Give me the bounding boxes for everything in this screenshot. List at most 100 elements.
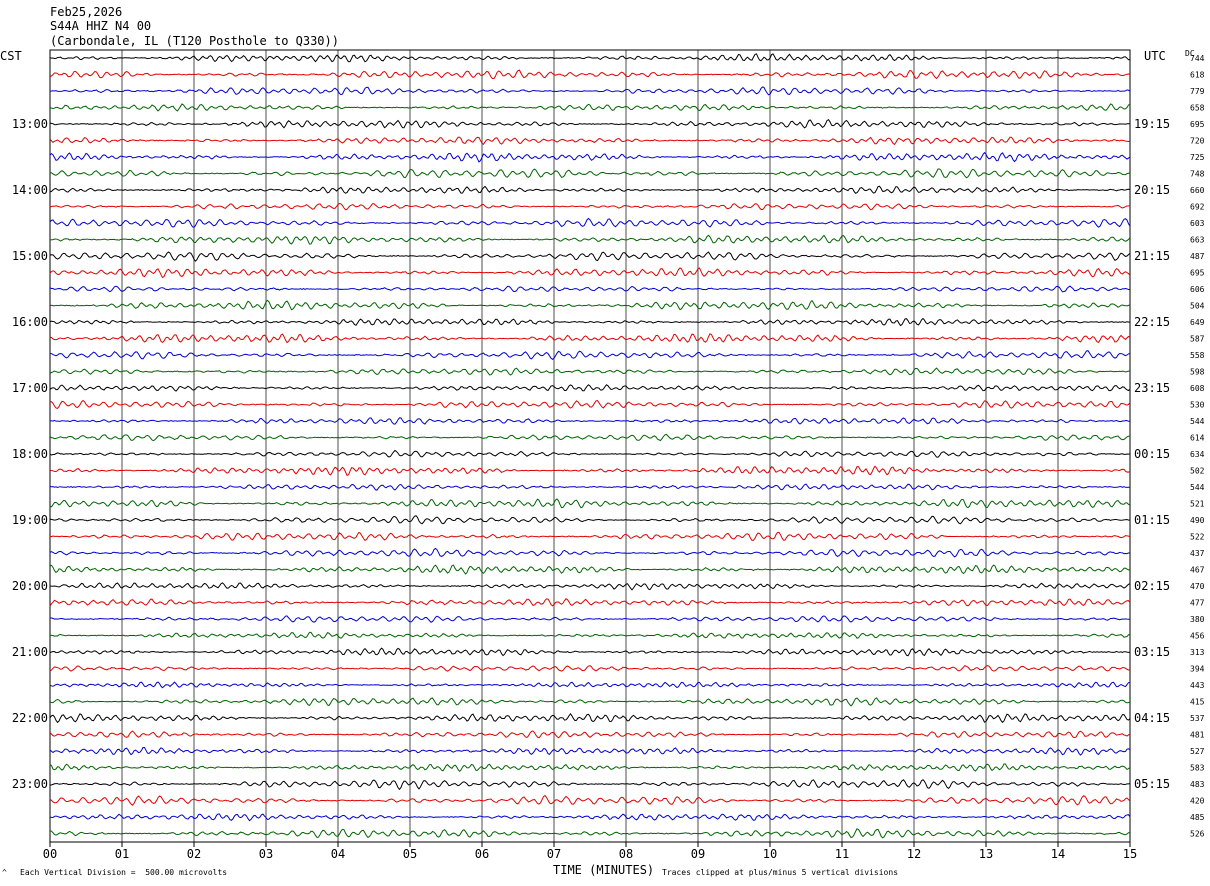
seismic-trace — [49, 582, 1131, 591]
seismic-trace — [49, 185, 1131, 194]
seismic-trace — [49, 779, 1131, 791]
dc-offset-label: 544 — [1190, 417, 1205, 426]
seismic-trace — [49, 285, 1131, 293]
right-timezone-label: UTC — [1144, 49, 1166, 63]
dc-offset-label: 490 — [1190, 516, 1205, 525]
seismic-trace — [49, 828, 1131, 839]
seismic-trace — [49, 251, 1131, 262]
left-hour-label: 19:00 — [12, 513, 48, 527]
x-axis-title: TIME (MINUTES) — [553, 863, 655, 877]
seismic-trace — [49, 631, 1131, 639]
seismic-trace — [49, 202, 1131, 211]
right-hour-label: 02:15 — [1134, 579, 1170, 593]
left-hour-label: 13:00 — [12, 117, 48, 131]
seismic-trace — [49, 647, 1131, 657]
seismic-trace — [49, 151, 1131, 163]
seismic-trace — [49, 217, 1131, 228]
x-tick-label: 07 — [547, 847, 561, 861]
seismic-trace — [49, 615, 1131, 623]
dc-offset-label: 663 — [1190, 236, 1205, 245]
seismic-trace — [49, 730, 1131, 739]
dc-offset-label: 420 — [1190, 797, 1205, 806]
seismic-trace — [49, 531, 1131, 542]
x-tick-label: 14 — [1051, 847, 1065, 861]
dc-offset-label: 658 — [1190, 104, 1205, 113]
right-hour-label: 00:15 — [1134, 447, 1170, 461]
dc-offset-label: 537 — [1190, 714, 1205, 723]
dc-offset-label: 725 — [1190, 153, 1205, 162]
dc-offset-label: 695 — [1190, 269, 1205, 278]
right-hour-label: 01:15 — [1134, 513, 1170, 527]
dc-offset-label: 744 — [1190, 54, 1205, 63]
dc-offset-label: 692 — [1190, 203, 1205, 212]
dc-offset-label: 649 — [1190, 318, 1205, 327]
dc-offset-label: 606 — [1190, 285, 1205, 294]
dc-offset-label: 467 — [1190, 566, 1205, 575]
left-timezone-label: CST — [0, 49, 22, 63]
left-hour-label: 17:00 — [12, 381, 48, 395]
left-hour-label: 22:00 — [12, 711, 48, 725]
station-location: (Carbondale, IL (T120 Posthole to Q330)) — [50, 34, 339, 48]
left-hour-label: 23:00 — [12, 777, 48, 791]
dc-offset-header: DC — [1185, 49, 1195, 58]
x-tick-label: 06 — [475, 847, 489, 861]
right-hour-label: 21:15 — [1134, 249, 1170, 263]
dc-offset-label: 598 — [1190, 368, 1205, 377]
seismic-trace — [49, 86, 1131, 96]
right-hour-label: 05:15 — [1134, 777, 1170, 791]
right-hour-label: 23:15 — [1134, 381, 1170, 395]
dc-offset-label: 522 — [1190, 533, 1205, 542]
x-tick-label: 12 — [907, 847, 921, 861]
seismic-trace — [49, 433, 1131, 442]
x-tick-label: 05 — [403, 847, 417, 861]
left-hour-label: 16:00 — [12, 315, 48, 329]
x-tick-label: 08 — [619, 847, 633, 861]
dc-offset-label: 504 — [1190, 302, 1205, 311]
left-hour-label: 14:00 — [12, 183, 48, 197]
dc-offset-label: 456 — [1190, 632, 1205, 641]
seismic-trace — [49, 747, 1131, 756]
dc-offset-label: 530 — [1190, 401, 1205, 410]
seismic-trace — [49, 267, 1131, 279]
x-tick-label: 09 — [691, 847, 705, 861]
dc-offset-label: 485 — [1190, 813, 1205, 822]
left-hour-label: 21:00 — [12, 645, 48, 659]
seismic-trace — [49, 168, 1131, 179]
seismic-trace — [49, 598, 1131, 607]
seismic-trace — [49, 53, 1130, 63]
dc-offset-label: 603 — [1190, 219, 1205, 228]
dc-offset-label: 748 — [1190, 170, 1205, 179]
dc-offset-label: 526 — [1190, 830, 1205, 839]
corner-mark: ^ — [2, 868, 7, 877]
seismic-trace — [49, 299, 1131, 311]
seismic-trace — [49, 763, 1131, 773]
seismic-trace — [49, 234, 1131, 245]
dc-offset-label: 720 — [1190, 137, 1205, 146]
seismic-trace — [49, 498, 1131, 509]
dc-offset-label: 481 — [1190, 731, 1205, 740]
dc-offset-label: 587 — [1190, 335, 1205, 344]
x-tick-label: 01 — [115, 847, 129, 861]
seismic-trace — [49, 103, 1131, 112]
seismic-trace — [49, 367, 1131, 376]
x-tick-label: 15 — [1123, 847, 1137, 861]
dc-offset-label: 521 — [1190, 500, 1205, 509]
plot-frame — [49, 49, 1131, 843]
dc-offset-label: 443 — [1190, 681, 1205, 690]
x-tick-label: 03 — [259, 847, 273, 861]
right-hour-label: 20:15 — [1134, 183, 1170, 197]
dc-offset-label: 487 — [1190, 252, 1205, 261]
station-code: S44A HHZ N4 00 — [50, 19, 152, 33]
dc-offset-label: 544 — [1190, 483, 1205, 492]
dc-offset-label: 380 — [1190, 615, 1205, 624]
seismic-trace — [49, 69, 1131, 80]
x-tick-label: 13 — [979, 847, 993, 861]
seismic-trace — [49, 547, 1131, 558]
dc-offset-label: 583 — [1190, 764, 1205, 773]
seismic-trace — [49, 681, 1131, 689]
right-hour-label: 04:15 — [1134, 711, 1170, 725]
x-tick-label: 00 — [43, 847, 57, 861]
dc-offset-label: 614 — [1190, 434, 1205, 443]
dc-offset-label: 779 — [1190, 87, 1205, 96]
plot-date: Feb25,2026 — [50, 5, 123, 19]
